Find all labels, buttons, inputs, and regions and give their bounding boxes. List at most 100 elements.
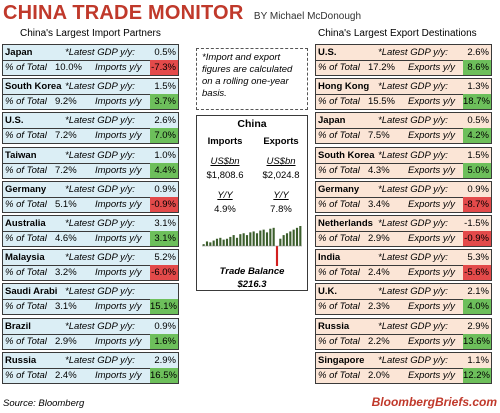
flow-yy-value: 4.4%: [150, 162, 178, 178]
gdp-label: *Latest GDP y/y:: [65, 354, 135, 366]
pct-total-value: 3.1%: [55, 301, 77, 313]
gdp-label: *Latest GDP y/y:: [65, 115, 135, 127]
trade-balance-bar: [205, 241, 209, 246]
pct-total-value: 4.3%: [368, 164, 390, 176]
pct-total-label: % of Total: [5, 198, 47, 210]
card-row-gdp: South Korea *Latest GDP y/y: 1.5%: [316, 148, 491, 164]
gdp-value: 0.5%: [154, 47, 176, 58]
gdp-label: *Latest GDP y/y:: [65, 183, 135, 195]
import-partner-card: Malaysia *Latest GDP y/y: 5.2% % of Total 3.…: [2, 249, 179, 282]
card-row-flow: % of Total 3.1% Imports y/y 15.1%: [3, 299, 178, 315]
pct-total-label: % of Total: [318, 267, 360, 279]
card-row-gdp: South Korea *Latest GDP y/y: 1.5%: [3, 79, 178, 96]
flow-label: Exports y/y: [408, 96, 455, 108]
exports-unit: US$bn: [266, 156, 296, 167]
flow-label: Exports y/y: [408, 233, 455, 244]
trade-balance-bar: [249, 232, 252, 246]
country-name: Brazil: [5, 320, 31, 332]
pct-total-value: 17.2%: [368, 62, 395, 73]
gdp-label: *Latest GDP y/y:: [378, 183, 448, 195]
card-row-flow: % of Total 7.2% Imports y/y 7.0%: [3, 128, 178, 144]
flow-label: Exports y/y: [408, 198, 455, 210]
gdp-value: -1.5%: [464, 218, 489, 229]
trade-balance-bar: [242, 233, 245, 246]
pct-total-value: 2.3%: [368, 301, 390, 313]
pct-total-label: % of Total: [5, 164, 47, 176]
card-row-gdp: Russia *Latest GDP y/y: 2.9%: [316, 319, 491, 335]
country-name: Australia: [5, 218, 46, 229]
card-row-flow: % of Total 2.4% Imports y/y 16.5%: [3, 367, 178, 383]
card-row-flow: % of Total 2.0% Exports y/y 12.2%: [316, 367, 491, 383]
import-partner-card: Russia *Latest GDP y/y: 2.9% % of Total 2.4%…: [2, 351, 179, 384]
pct-total-value: 7.5%: [368, 130, 390, 142]
flow-label: Imports y/y: [95, 335, 142, 347]
pct-total-label: % of Total: [318, 96, 360, 108]
pct-total-label: % of Total: [5, 369, 47, 381]
country-name: Germany: [5, 183, 47, 195]
footnote: *Import and export figures are calculate…: [196, 48, 308, 110]
country-name: India: [318, 252, 341, 264]
trade-balance-value: $216.3: [237, 279, 267, 290]
pct-total-value: 5.1%: [55, 198, 77, 210]
trade-balance-bar: [252, 231, 255, 246]
card-row-gdp: U.K. *Latest GDP y/y: 2.1%: [316, 284, 491, 301]
trade-balance-bar: [245, 235, 249, 246]
country-name: Japan: [318, 115, 346, 127]
trade-balance-bar: [255, 233, 259, 246]
export-partner-card: India *Latest GDP y/y: 5.3% % of Total 2.4% E…: [315, 249, 492, 282]
gdp-label: *Latest GDP y/y:: [378, 149, 448, 161]
card-row-gdp: U.S. *Latest GDP y/y: 2.6%: [3, 113, 178, 130]
flow-yy-value: 1.6%: [150, 333, 178, 349]
imports-unit: US$bn: [210, 156, 240, 167]
trade-balance-bar: [282, 235, 285, 246]
card-row-flow: % of Total 2.4% Exports y/y -5.6%: [316, 265, 491, 281]
card-row-flow: % of Total 2.9% Imports y/y 1.6%: [3, 333, 178, 349]
import-partner-card: Australia *Latest GDP y/y: 3.1% % of Total 4…: [2, 215, 179, 247]
card-row-flow: % of Total 2.3% Exports y/y 4.0%: [316, 299, 491, 315]
pct-total-label: % of Total: [5, 62, 47, 73]
pct-total-value: 2.4%: [368, 267, 390, 279]
exports-label: Exports: [263, 136, 299, 147]
export-partner-card: U.K. *Latest GDP y/y: 2.1% % of Total 2.3% Ex…: [315, 283, 492, 316]
country-name: Russia: [5, 354, 37, 366]
card-row-gdp: Germany *Latest GDP y/y: 0.9%: [316, 182, 491, 198]
imports-yy: 4.9%: [214, 204, 236, 215]
page-title: CHINA TRADE MONITOR BY Michael McDonough: [3, 2, 361, 26]
trade-balance-bar: [279, 238, 282, 246]
pct-total-label: % of Total: [318, 301, 360, 313]
country-name: U.S.: [318, 47, 337, 58]
card-row-gdp: U.S. *Latest GDP y/y: 2.6%: [316, 45, 491, 61]
trade-balance-bar: [222, 239, 225, 246]
gdp-label: *Latest GDP y/y:: [65, 81, 135, 93]
gdp-label: *Latest GDP y/y:: [378, 354, 448, 366]
flow-label: Exports y/y: [408, 62, 455, 73]
china-summary-box: China Imports Exports US$bn US$bn $1,808…: [196, 115, 308, 291]
pct-total-label: % of Total: [5, 335, 47, 347]
card-row-flow: % of Total 17.2% Exports y/y 8.6%: [316, 60, 491, 75]
gdp-value: 5.2%: [154, 252, 176, 264]
flow-yy-value: -5.6%: [463, 265, 491, 281]
pct-total-value: 3.2%: [55, 267, 77, 279]
gdp-label: *Latest GDP y/y:: [65, 149, 135, 161]
trade-balance-bar: [209, 242, 212, 246]
flow-label: Imports y/y: [95, 96, 142, 108]
flow-yy-value: -8.7%: [463, 196, 491, 212]
country-name: Saudi Arabi: [5, 286, 58, 298]
flow-yy-value: 13.6%: [463, 333, 491, 349]
gdp-value: 1.0%: [154, 149, 176, 161]
gdp-label: *Latest GDP y/y:: [378, 218, 448, 229]
flow-label: Exports y/y: [408, 267, 455, 279]
gdp-label: *Latest GDP y/y:: [65, 218, 135, 229]
export-partner-card: Hong Kong *Latest GDP y/y: 1.3% % of Total 1…: [315, 78, 492, 111]
flow-yy-value: 15.1%: [150, 299, 178, 315]
pct-total-label: % of Total: [318, 164, 360, 176]
flow-label: Exports y/y: [408, 335, 455, 347]
flow-yy-value: 16.5%: [150, 367, 178, 383]
trade-balance-bar: [262, 229, 265, 246]
pct-total-value: 2.9%: [368, 233, 390, 244]
flow-yy-value: 4.0%: [463, 299, 491, 315]
card-row-flow: % of Total 4.3% Exports y/y 5.0%: [316, 162, 491, 178]
card-row-gdp: Australia *Latest GDP y/y: 3.1%: [3, 216, 178, 232]
card-row-gdp: Malaysia *Latest GDP y/y: 5.2%: [3, 250, 178, 267]
gdp-label: *Latest GDP y/y:: [378, 320, 448, 332]
